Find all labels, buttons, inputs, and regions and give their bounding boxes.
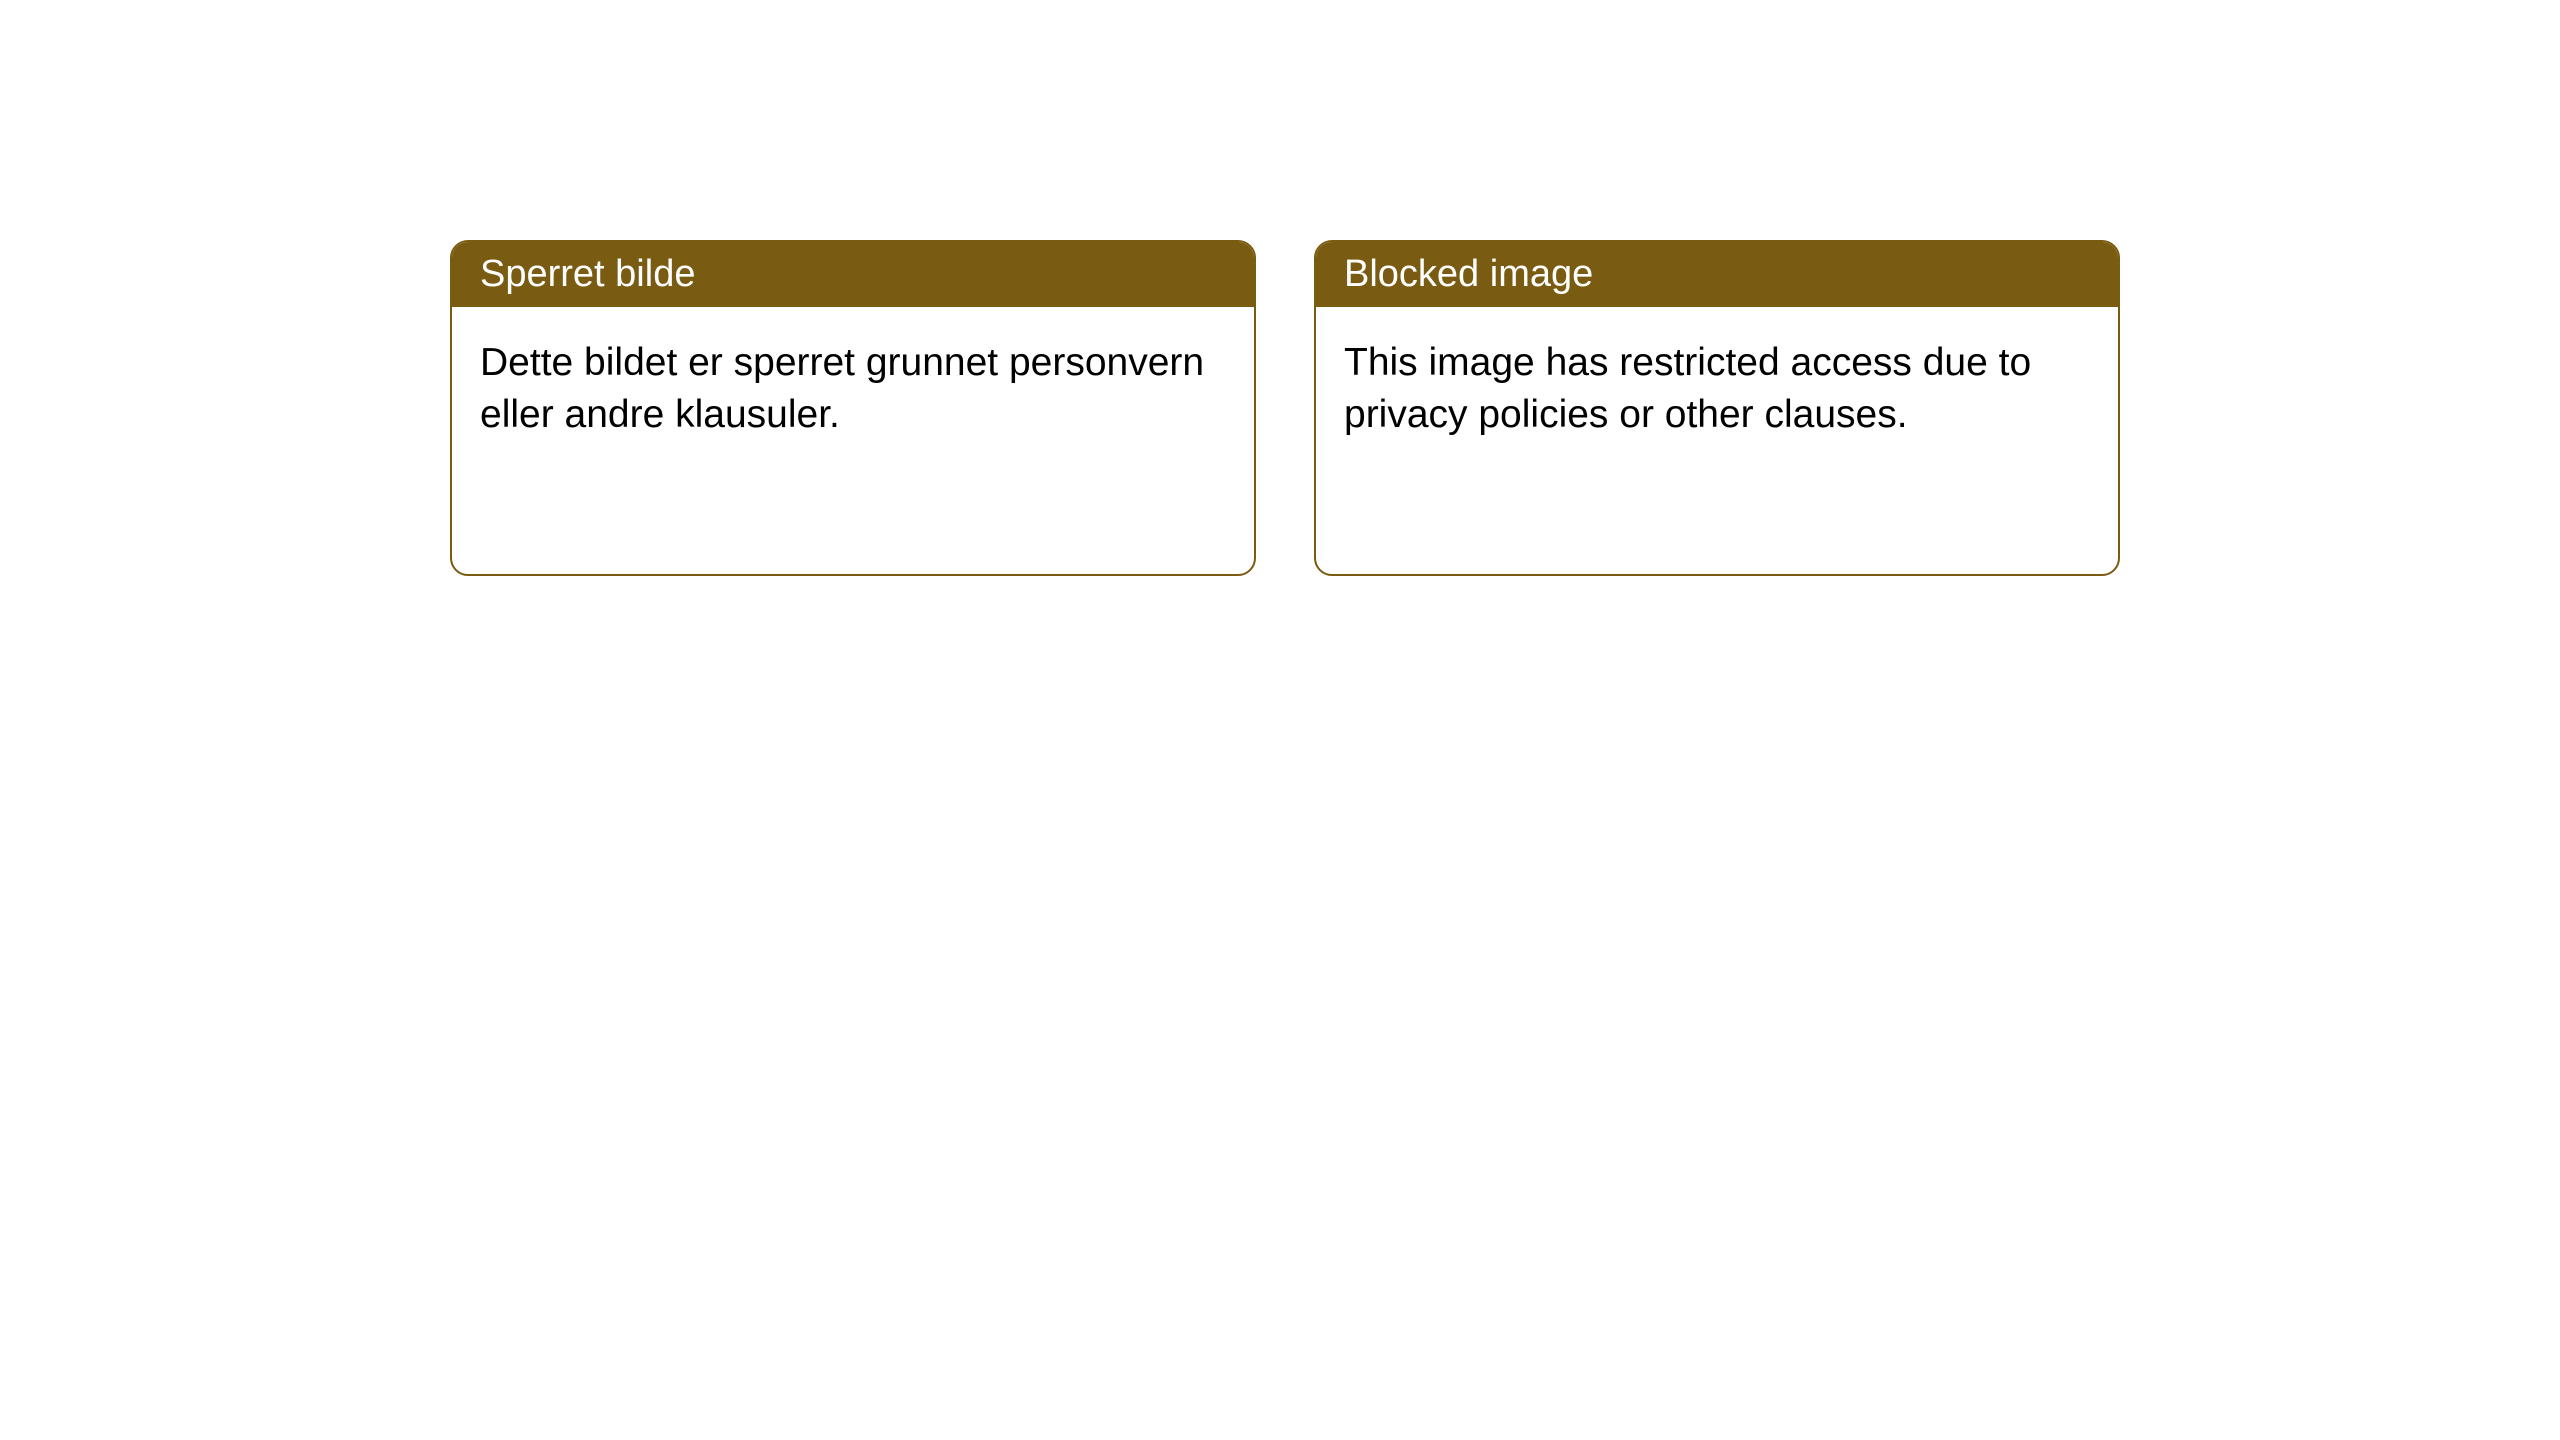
card-header: Blocked image [1316, 242, 2118, 307]
card-body-text: Dette bildet er sperret grunnet personve… [480, 341, 1204, 436]
card-body-text: This image has restricted access due to … [1344, 341, 2031, 436]
card-body: This image has restricted access due to … [1316, 307, 2118, 472]
card-header: Sperret bilde [452, 242, 1254, 307]
notice-card-english: Blocked image This image has restricted … [1314, 240, 2120, 576]
notice-card-norwegian: Sperret bilde Dette bildet er sperret gr… [450, 240, 1256, 576]
notice-container: Sperret bilde Dette bildet er sperret gr… [0, 0, 2560, 576]
card-header-text: Blocked image [1344, 253, 1593, 295]
card-header-text: Sperret bilde [480, 253, 695, 295]
card-body: Dette bildet er sperret grunnet personve… [452, 307, 1254, 472]
